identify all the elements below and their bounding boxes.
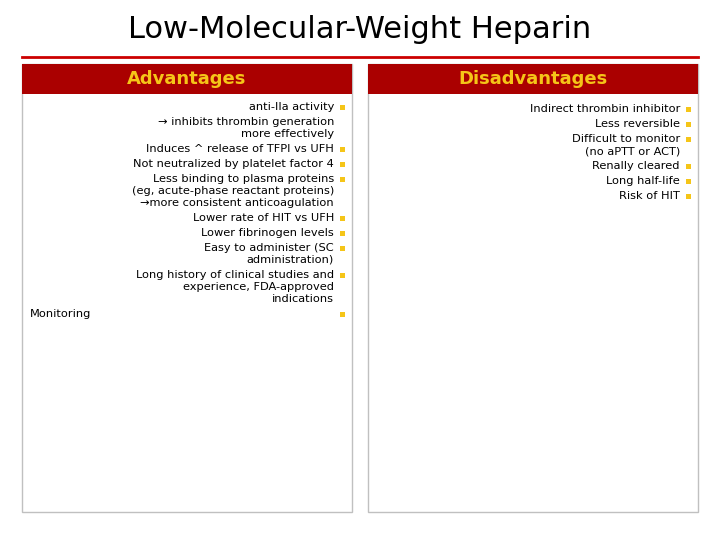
Text: experience, FDA-approved: experience, FDA-approved: [183, 282, 334, 292]
Bar: [685, 122, 690, 126]
Text: Advantages: Advantages: [127, 70, 247, 88]
Bar: [685, 179, 690, 184]
Bar: [368, 64, 698, 94]
Bar: [340, 215, 344, 220]
Text: Induces ^ release of TFPI vs UFH: Induces ^ release of TFPI vs UFH: [146, 144, 334, 154]
Text: Less reversible: Less reversible: [595, 119, 680, 129]
Text: →more consistent anticoagulation: →more consistent anticoagulation: [140, 198, 334, 208]
Bar: [340, 231, 344, 235]
Text: administration): administration): [247, 255, 334, 265]
Bar: [340, 312, 344, 316]
Bar: [685, 106, 690, 111]
Bar: [340, 161, 344, 166]
Bar: [685, 137, 690, 141]
Text: Risk of HIT: Risk of HIT: [619, 191, 680, 201]
Text: Easy to administer (SC: Easy to administer (SC: [204, 243, 334, 253]
Text: more effectively: more effectively: [241, 129, 334, 139]
Bar: [340, 273, 344, 278]
Bar: [368, 64, 698, 512]
Text: → inhibits thrombin generation: → inhibits thrombin generation: [158, 117, 334, 127]
Bar: [340, 246, 344, 251]
Text: indications: indications: [272, 294, 334, 304]
Bar: [685, 164, 690, 168]
Text: (eg, acute-phase reactant proteins): (eg, acute-phase reactant proteins): [132, 186, 334, 196]
Text: Indirect thrombin inhibitor: Indirect thrombin inhibitor: [530, 104, 680, 114]
Bar: [340, 105, 344, 110]
Bar: [22, 64, 352, 512]
Text: Disadvantages: Disadvantages: [459, 70, 608, 88]
Text: Long history of clinical studies and: Long history of clinical studies and: [136, 270, 334, 280]
Text: Less binding to plasma proteins: Less binding to plasma proteins: [153, 174, 334, 184]
Text: Renally cleared: Renally cleared: [593, 161, 680, 171]
Bar: [340, 146, 344, 152]
Text: Difficult to monitor: Difficult to monitor: [572, 134, 680, 144]
Text: (no aPTT or ACT): (no aPTT or ACT): [585, 146, 680, 156]
Text: anti-IIa activity: anti-IIa activity: [248, 102, 334, 112]
Text: Not neutralized by platelet factor 4: Not neutralized by platelet factor 4: [133, 159, 334, 169]
Text: Lower fibrinogen levels: Lower fibrinogen levels: [202, 228, 334, 238]
Text: Lower rate of HIT vs UFH: Lower rate of HIT vs UFH: [193, 213, 334, 223]
Text: Low-Molecular-Weight Heparin: Low-Molecular-Weight Heparin: [128, 16, 592, 44]
Bar: [22, 64, 352, 94]
Text: Monitoring: Monitoring: [30, 309, 91, 319]
Bar: [685, 193, 690, 199]
Text: Long half-life: Long half-life: [606, 176, 680, 186]
Bar: [340, 177, 344, 181]
